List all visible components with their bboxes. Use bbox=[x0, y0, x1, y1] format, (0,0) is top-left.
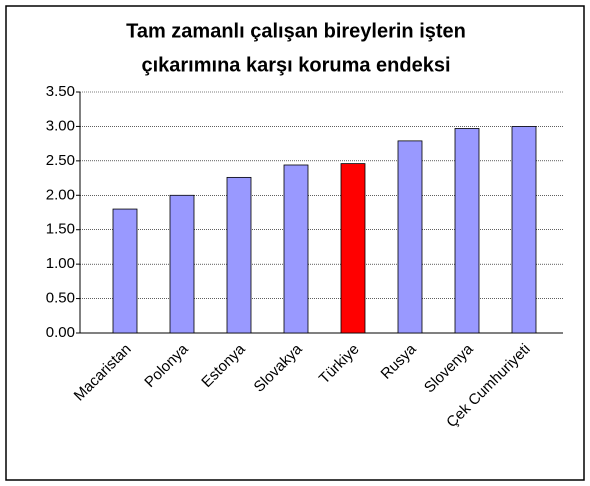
y-tick-label: 3.00 bbox=[46, 117, 75, 134]
bar bbox=[511, 126, 537, 334]
bar bbox=[226, 176, 252, 334]
bar bbox=[112, 208, 138, 334]
y-tick-label: 2.50 bbox=[46, 152, 75, 169]
chart-title: Tam zamanlı çalışan bireylerin işten bbox=[126, 20, 466, 42]
y-tick-label: 3.50 bbox=[46, 83, 75, 100]
bar bbox=[340, 163, 366, 334]
y-tick-label: 0.00 bbox=[46, 324, 75, 341]
y-tick-label: 1.00 bbox=[46, 255, 75, 272]
bar bbox=[454, 128, 480, 334]
bar bbox=[397, 140, 423, 334]
chart-title: çıkarımına karşı koruma endeksi bbox=[141, 54, 450, 76]
y-tick-label: 2.00 bbox=[46, 186, 75, 203]
bar bbox=[169, 194, 195, 334]
y-tick-label: 0.50 bbox=[46, 290, 75, 307]
y-tick-label: 1.50 bbox=[46, 221, 75, 238]
bar bbox=[283, 164, 309, 334]
